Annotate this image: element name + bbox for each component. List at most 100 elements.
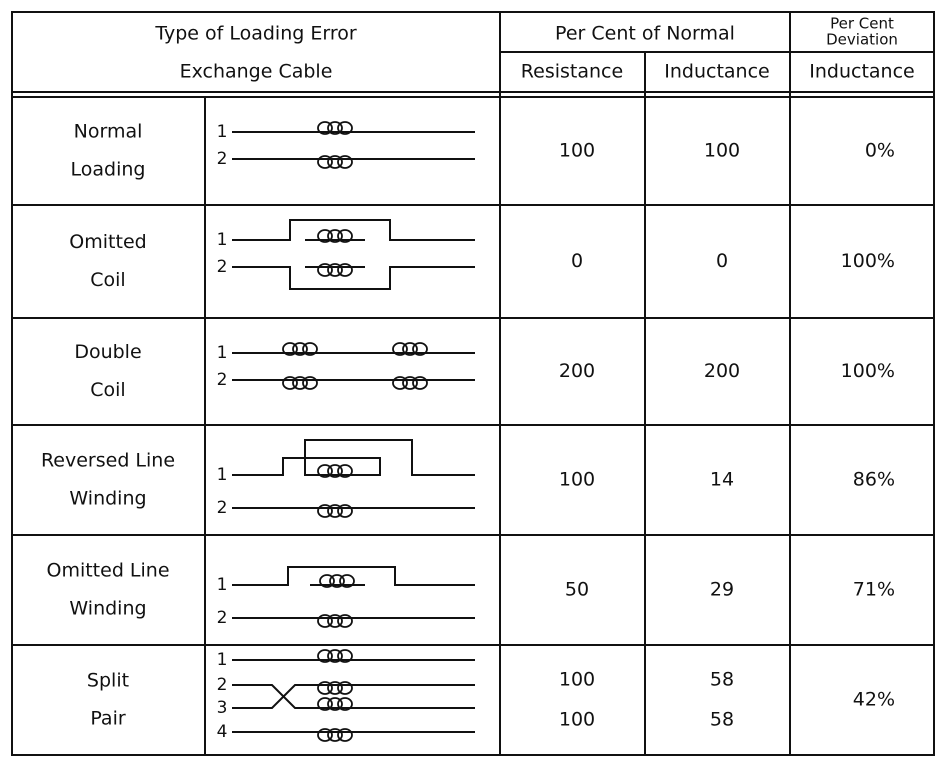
coil-loop — [412, 376, 428, 390]
wire-number: 2 — [217, 149, 228, 169]
wire — [232, 684, 475, 709]
coil-loop — [402, 342, 418, 356]
resistance-value: 100 — [559, 469, 595, 491]
row-name: Coil — [90, 269, 125, 291]
row-name: Omitted — [69, 231, 146, 253]
wire — [232, 439, 475, 476]
coil-loop — [319, 574, 335, 588]
coil-loop — [337, 649, 353, 663]
resistance-value: 100 — [559, 669, 595, 691]
header-text: Per Cent — [830, 15, 894, 33]
wire — [232, 566, 475, 586]
coil-loop — [282, 376, 298, 390]
coil-loop — [337, 464, 353, 478]
table-border — [11, 11, 935, 756]
coil-loop — [402, 376, 418, 390]
coil-loop — [317, 614, 333, 628]
row-name: Winding — [69, 488, 146, 510]
header-text: Deviation — [826, 31, 898, 49]
resistance-value: 50 — [565, 579, 589, 601]
row-name: Pair — [90, 708, 126, 730]
coil-loop — [337, 155, 353, 169]
inductance-value: 58 — [710, 709, 734, 731]
coil-loop — [282, 342, 298, 356]
coil-loop — [337, 614, 353, 628]
wire-number: 4 — [217, 722, 228, 742]
coil-loop — [337, 697, 353, 711]
coil-loop — [337, 121, 353, 135]
wire-number: 1 — [217, 465, 228, 485]
coil-loop — [317, 464, 333, 478]
coil-loop — [327, 697, 343, 711]
coil-loop — [327, 464, 343, 478]
coil-loop — [317, 155, 333, 169]
resistance-value: 100 — [559, 140, 595, 162]
wire — [232, 266, 475, 290]
coil-loop — [327, 121, 343, 135]
coil-loop — [292, 376, 308, 390]
coil-loop — [337, 504, 353, 518]
wire-number: 3 — [217, 698, 228, 718]
inductance-value: 58 — [710, 669, 734, 691]
wire-number: 1 — [217, 230, 228, 250]
coil-loop — [292, 342, 308, 356]
coil-loop — [317, 697, 333, 711]
deviation-value: 71% — [853, 579, 895, 601]
row-name: Coil — [90, 379, 125, 401]
header-text: Type of Loading Error — [154, 23, 357, 45]
deviation-value: 0% — [865, 140, 895, 162]
wire-number: 1 — [217, 122, 228, 142]
row-name: Loading — [71, 159, 146, 181]
coil-loop — [392, 342, 408, 356]
coil-loop — [302, 376, 318, 390]
coil-loop — [317, 649, 333, 663]
coil-loop — [317, 728, 333, 742]
deviation-value: 100% — [841, 250, 895, 272]
wire-number: 2 — [217, 498, 228, 518]
row-name: Split — [87, 670, 129, 692]
header-text: Exchange Cable — [180, 61, 333, 83]
inductance-value: 100 — [704, 140, 740, 162]
coil-loop — [337, 263, 353, 277]
coil-loop — [302, 342, 318, 356]
wire-number: 1 — [217, 343, 228, 363]
coil-loop — [327, 728, 343, 742]
resistance-value: 200 — [559, 360, 595, 382]
wire-number: 2 — [217, 608, 228, 628]
coil-loop — [327, 504, 343, 518]
coil-loop — [327, 649, 343, 663]
coil-loop — [327, 614, 343, 628]
wire-number: 2 — [217, 370, 228, 390]
row-name: Omitted Line — [46, 560, 169, 582]
inductance-value: 200 — [704, 360, 740, 382]
coil-loop — [317, 263, 333, 277]
coil-loop — [392, 376, 408, 390]
coil-loop — [337, 728, 353, 742]
coil-loop — [327, 229, 343, 243]
table-grid — [11, 11, 935, 756]
deviation-value: 86% — [853, 469, 895, 491]
wire — [232, 684, 475, 709]
coil-loop — [317, 229, 333, 243]
wire-number: 2 — [217, 257, 228, 277]
inductance-value: 0 — [716, 250, 728, 272]
coil-loop — [327, 155, 343, 169]
coil-loop — [317, 504, 333, 518]
resistance-value: 100 — [559, 709, 595, 731]
wire-number: 1 — [217, 650, 228, 670]
wire-number: 2 — [217, 675, 228, 695]
inductance-value: 29 — [710, 579, 734, 601]
resistance-value: 0 — [571, 250, 583, 272]
row-name: Reversed Line — [41, 450, 175, 472]
coil-loop — [327, 681, 343, 695]
deviation-value: 42% — [853, 689, 895, 711]
header-text: Inductance — [664, 61, 769, 83]
deviation-value: 100% — [841, 360, 895, 382]
coil-loop — [329, 574, 345, 588]
row-name: Double — [74, 341, 141, 363]
row-name: Normal — [74, 121, 143, 143]
header-text: Per Cent of Normal — [555, 23, 735, 45]
coil-loop — [337, 229, 353, 243]
row-name: Winding — [69, 598, 146, 620]
